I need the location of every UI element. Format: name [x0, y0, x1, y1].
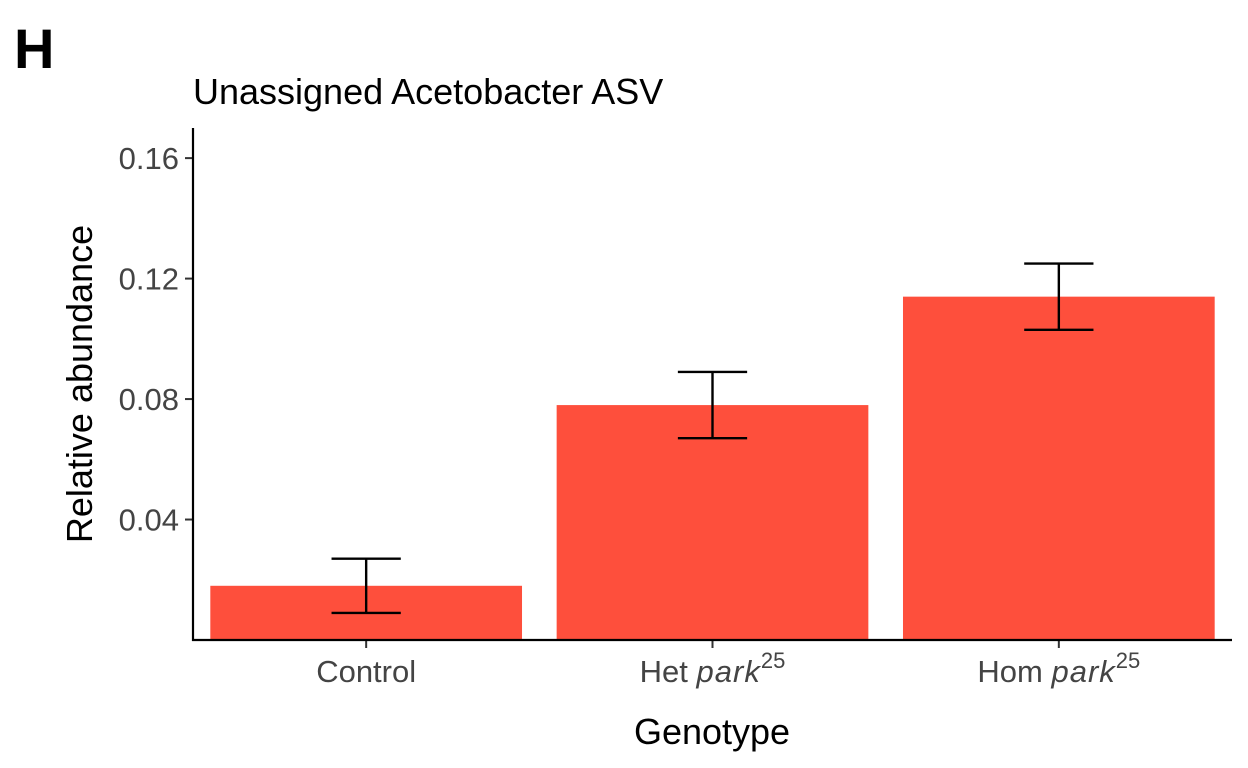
x-tick-label-text: Control — [316, 654, 416, 689]
x-tick-label: Control — [316, 654, 416, 689]
x-tick-label-text: Hom — [977, 654, 1051, 689]
bar — [556, 405, 869, 640]
y-tick-label: 0.04 — [119, 503, 179, 538]
x-tick-label-superscript: 25 — [1116, 648, 1140, 673]
bar — [902, 296, 1215, 640]
x-tick-label: Het park25 — [640, 648, 786, 689]
y-tick-label: 0.08 — [119, 382, 179, 417]
y-axis-title: Relative abundance — [59, 225, 100, 543]
x-tick-label-italic: park — [1050, 654, 1116, 689]
x-axis-title: Genotype — [634, 711, 790, 752]
chart-title: Unassigned Acetobacter ASV — [193, 71, 663, 112]
x-tick-label-italic: park — [696, 654, 762, 689]
panel-label: H — [14, 17, 54, 80]
x-tick-label-text: Het — [640, 654, 697, 689]
x-tick-label-superscript: 25 — [761, 648, 785, 673]
y-tick-label: 0.12 — [119, 262, 179, 297]
y-tick-label: 0.16 — [119, 141, 179, 176]
x-tick-label: Hom park25 — [977, 648, 1140, 689]
